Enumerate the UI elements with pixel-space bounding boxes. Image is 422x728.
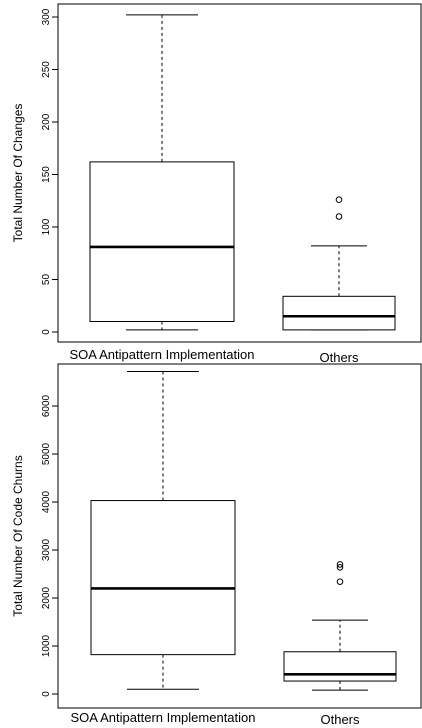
category-label-others: Others xyxy=(320,712,360,727)
y-tick-label: 3000 xyxy=(41,538,52,561)
y-tick-label: 250 xyxy=(41,61,52,78)
panel-changes: 0 50 100 150 200 250 300 Total Number Of Chang… xyxy=(11,3,422,365)
outlier-point xyxy=(335,213,343,220)
y-tick-label: 0 xyxy=(41,329,52,335)
plot-frame xyxy=(57,3,422,343)
iqr-box xyxy=(90,500,236,656)
y-tick-label: 1000 xyxy=(41,634,52,657)
box-soa xyxy=(90,370,236,690)
iqr-box xyxy=(283,651,397,682)
y-tick-label: 50 xyxy=(41,274,52,286)
box-series xyxy=(89,14,396,331)
y-tick-label: 4000 xyxy=(41,490,52,513)
y-axis: 0 50 100 150 200 250 300 xyxy=(41,8,58,335)
panel-churns: 0 1000 2000 3000 4000 5000 6000 Total Number O… xyxy=(11,363,422,727)
y-axis: 0 1000 2000 3000 4000 5000 6000 xyxy=(41,394,58,697)
y-axis-label: Total Number Of Changes xyxy=(11,104,25,243)
y-tick-label: 0 xyxy=(41,691,52,697)
y-tick-label: 100 xyxy=(41,218,52,235)
y-tick-label: 300 xyxy=(41,8,52,25)
outlier-point xyxy=(335,196,343,203)
iqr-box xyxy=(89,161,235,322)
category-label-others: Others xyxy=(319,350,359,365)
box-series xyxy=(90,370,397,691)
category-label-soa: SOA Antipattern Implementation xyxy=(71,710,256,725)
category-label-soa: SOA Antipattern Implementation xyxy=(70,347,255,362)
y-tick-label: 2000 xyxy=(41,586,52,609)
y-tick-label: 6000 xyxy=(41,394,52,417)
box-soa xyxy=(89,14,235,331)
outlier-point xyxy=(336,561,344,568)
y-tick-label: 200 xyxy=(41,113,52,130)
y-tick-label: 150 xyxy=(41,166,52,183)
box-others xyxy=(282,196,396,331)
outlier-point xyxy=(336,578,344,585)
plot-frame xyxy=(57,363,422,709)
outlier-point xyxy=(336,563,344,571)
iqr-box xyxy=(282,295,396,331)
y-tick-label: 5000 xyxy=(41,442,52,465)
y-axis-label: Total Number Of Code Churns xyxy=(11,455,25,616)
box-others xyxy=(283,561,397,691)
